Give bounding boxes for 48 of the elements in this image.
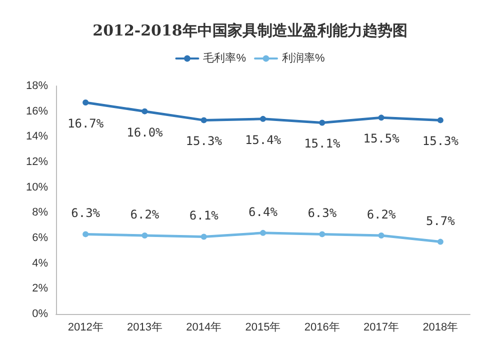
- data-label: 16.0%: [126, 125, 164, 140]
- point: [260, 230, 266, 236]
- x-tick-label: 2016年: [304, 322, 340, 334]
- legend-label: 利润率%: [282, 52, 325, 64]
- data-label: 5.7%: [426, 214, 456, 228]
- y-tick-label: 2%: [32, 282, 48, 295]
- point: [82, 231, 89, 238]
- x-tick-label: 2015年: [245, 322, 281, 334]
- y-tick-label: 18%: [26, 80, 48, 92]
- point: [82, 99, 89, 106]
- data-label: 15.4%: [244, 132, 282, 147]
- x-tick-label: 2012年: [68, 322, 104, 334]
- data-label: 15.3%: [422, 134, 460, 148]
- y-tick-label: 4%: [32, 257, 48, 270]
- point: [378, 114, 384, 121]
- y-tick-label: 14%: [26, 130, 48, 143]
- y-tick-label: 0%: [32, 308, 48, 320]
- y-tick-label: 16%: [26, 105, 48, 118]
- point: [437, 117, 444, 124]
- x-tick-label: 2013年: [126, 322, 162, 334]
- point: [319, 231, 326, 238]
- data-label: 6.1%: [189, 208, 220, 223]
- y-tick-label: 12%: [26, 156, 48, 168]
- y-tick-label: 6%: [32, 232, 48, 244]
- data-label: 15.5%: [363, 132, 400, 146]
- point: [142, 108, 148, 114]
- point: [260, 116, 266, 122]
- point: [142, 232, 148, 238]
- point: [200, 234, 207, 240]
- point: [378, 232, 384, 238]
- x-tick-label: 2014年: [186, 322, 222, 334]
- point: [200, 117, 207, 124]
- x-tick-label: 2018年: [422, 322, 458, 334]
- data-label: 15.1%: [304, 136, 341, 151]
- point: [319, 120, 326, 126]
- y-tick-label: 10%: [26, 181, 48, 194]
- x-tick-label: 2017年: [364, 322, 400, 334]
- point: [437, 238, 444, 245]
- data-label: 6.2%: [366, 207, 397, 222]
- data-label: 6.3%: [308, 206, 338, 220]
- data-label: 6.2%: [130, 207, 160, 222]
- data-label: 16.7%: [68, 116, 104, 130]
- legend-label: 毛利率%: [203, 52, 246, 64]
- data-label: 6.4%: [248, 204, 278, 219]
- data-label: 15.3%: [186, 134, 223, 148]
- y-tick-label: 8%: [32, 206, 48, 219]
- data-label: 6.3%: [71, 206, 101, 220]
- chart-title: 2012-2018年中国家具制造业盈利能力趋势图: [92, 22, 408, 40]
